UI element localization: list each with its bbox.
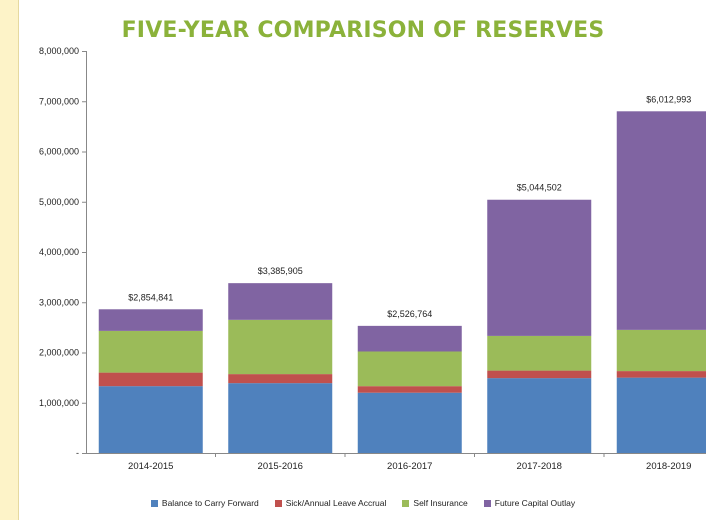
bar-segment: [357, 386, 462, 393]
bar-segment: [98, 372, 203, 387]
y-tick-label: 1,000,000: [39, 398, 79, 408]
bar-segment: [228, 383, 333, 453]
x-category-label: 2016-2017: [387, 461, 432, 472]
x-category-label: 2014-2015: [128, 461, 173, 472]
bar-segment: [228, 319, 333, 375]
x-category-label: 2018-2019: [646, 461, 691, 472]
y-tick-label: -: [76, 448, 79, 458]
y-tick-label: 3,000,000: [39, 297, 79, 307]
bar-segment: [487, 370, 592, 379]
bar-segment: [616, 329, 706, 372]
bar-segment: [487, 335, 592, 371]
y-tick-label: 8,000,000: [39, 46, 79, 56]
stacked-bar-chart: - 1,000,000 2,000,000 3,000,000 4,000,000 5,0…: [39, 46, 706, 472]
chart-title: FIVE-YEAR COMPARISON OF RESERVES: [121, 18, 605, 43]
legend-label: Future Capital Outlay: [494, 498, 576, 508]
legend-item: Balance to Carry Forward: [150, 498, 259, 508]
bar-segment: [228, 374, 333, 384]
bar-segment: [98, 309, 203, 331]
chart-panel: FIVE-YEAR COMPARISON OF RESERVES - 1,000,…: [18, 0, 706, 520]
legend-item: Future Capital Outlay: [483, 498, 576, 508]
legend-item: Sick/Annual Leave Accrual: [274, 498, 387, 508]
bar-segment: [616, 371, 706, 378]
legend-swatch: [274, 499, 282, 507]
legend-item: Self Insurance: [402, 498, 468, 508]
y-tick-label: 2,000,000: [39, 348, 79, 358]
bar-segment: [487, 378, 592, 453]
legend-label: Balance to Carry Forward: [161, 498, 259, 508]
bar-segment: [357, 351, 462, 387]
bar-segment: [357, 392, 462, 453]
bar-total-label: $2,854,841: [128, 292, 173, 302]
y-tick-label: 6,000,000: [39, 147, 79, 157]
bar-total-label: $3,385,905: [258, 266, 303, 276]
bar-segment: [616, 111, 706, 330]
bar-total-label: $5,044,502: [517, 183, 562, 193]
legend-swatch: [150, 499, 158, 507]
x-category-label: 2015-2016: [258, 461, 303, 472]
bar-segment: [357, 325, 462, 352]
bar-segment: [616, 377, 706, 453]
bar-segment: [98, 330, 203, 373]
legend-swatch: [483, 499, 491, 507]
legend-label: Sick/Annual Leave Accrual: [285, 498, 387, 508]
bar-segment: [98, 386, 203, 453]
y-tick-label: 4,000,000: [39, 247, 79, 257]
y-tick-label: 7,000,000: [39, 96, 79, 106]
chart-legend: Balance to Carry Forward Sick/Annual Leav…: [19, 498, 706, 508]
bar-segment: [228, 283, 333, 320]
bar-total-label: $2,526,764: [387, 309, 432, 319]
y-tick-label: 5,000,000: [39, 197, 79, 207]
legend-swatch: [402, 499, 410, 507]
x-category-label: 2017-2018: [517, 461, 562, 472]
legend-label: Self Insurance: [413, 498, 468, 508]
bar-total-label: $6,012,993: [646, 94, 691, 104]
bar-segment: [487, 199, 592, 336]
